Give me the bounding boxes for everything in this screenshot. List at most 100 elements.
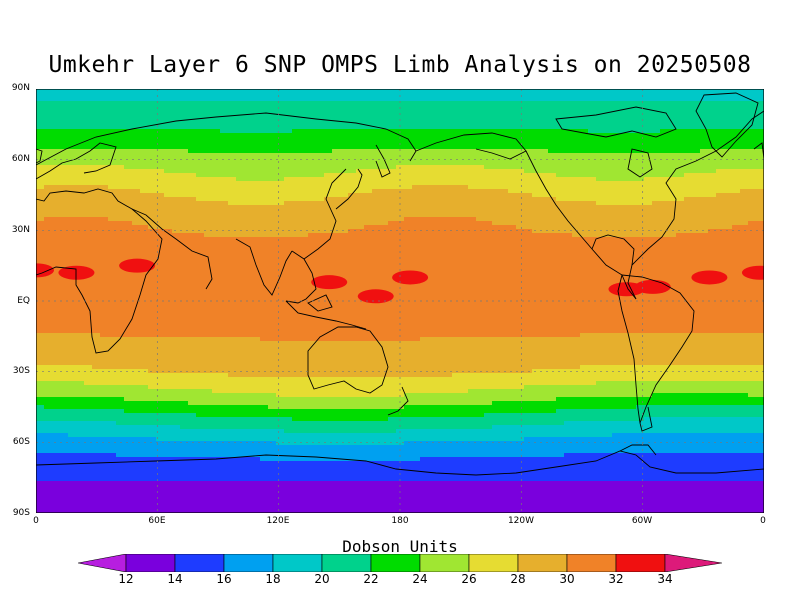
ozone-cell [476, 261, 485, 266]
ozone-cell [324, 145, 333, 150]
ozone-cell [196, 101, 205, 106]
ozone-cell [348, 145, 357, 150]
ozone-cell [124, 221, 133, 226]
ozone-cell [444, 225, 453, 230]
ozone-cell [252, 305, 261, 310]
ozone-cell [596, 157, 605, 162]
ozone-cell [500, 173, 509, 178]
ozone-cell [476, 113, 485, 118]
ozone-cell [508, 289, 517, 294]
ozone-cell [676, 289, 685, 294]
ozone-cell [100, 161, 109, 166]
ozone-cell [108, 301, 117, 306]
ozone-cell [580, 253, 589, 258]
ozone-cell [500, 181, 509, 186]
ozone-cell [460, 157, 469, 162]
ozone-cell [100, 137, 109, 142]
ozone-cell [612, 165, 621, 170]
ozone-cell [116, 285, 125, 290]
ozone-cell [500, 225, 509, 230]
ozone-cell [436, 177, 445, 182]
ozone-cell [292, 101, 301, 106]
ozone-cell [92, 145, 101, 150]
ozone-cell [164, 133, 173, 138]
ozone-cell [188, 293, 197, 298]
ozone-cell [396, 233, 405, 238]
ozone-cell [484, 209, 493, 214]
ozone-cell [300, 137, 309, 142]
ozone-cell [180, 161, 189, 166]
ozone-cell [60, 281, 69, 286]
ozone-cell [148, 125, 157, 130]
ozone-cell [476, 201, 485, 206]
ozone-cell [732, 293, 741, 298]
ozone-cell [276, 113, 285, 118]
ozone-cell [564, 129, 573, 134]
ozone-cell [236, 161, 245, 166]
ozone-cell [196, 89, 205, 94]
ozone-cell [548, 141, 557, 146]
ozone-cell [476, 101, 485, 106]
ozone-cell [652, 137, 661, 142]
ozone-cell [132, 237, 141, 242]
ozone-cell [724, 237, 733, 242]
ozone-cell [100, 225, 109, 230]
ozone-cell [564, 193, 573, 198]
ozone-cell [436, 165, 445, 170]
ozone-cell [236, 189, 245, 194]
ozone-cell [388, 221, 397, 226]
ozone-cell [76, 105, 85, 110]
ozone-cell [284, 173, 293, 178]
ozone-cell [324, 141, 333, 146]
ozone-cell [580, 137, 589, 142]
ozone-cell [332, 213, 341, 218]
ozone-cell [668, 273, 677, 278]
ozone-cell [540, 205, 549, 210]
ozone-cell [260, 297, 269, 302]
ozone-cell [204, 193, 213, 198]
ozone-cell [748, 289, 757, 294]
ozone-cell [148, 137, 157, 142]
ozone-cell [684, 193, 693, 198]
ozone-cell [316, 133, 325, 138]
ozone-cell [420, 177, 429, 182]
ozone-cell [636, 169, 645, 174]
ozone-cell [212, 125, 221, 130]
ozone-cell [140, 289, 149, 294]
ozone-cell [132, 185, 141, 190]
ozone-cell [540, 185, 549, 190]
ozone-cell [532, 129, 541, 134]
ozone-cell [644, 177, 653, 182]
ozone-cell [276, 213, 285, 218]
ozone-cell [36, 101, 45, 106]
ozone-cell [116, 281, 125, 286]
ozone-cell [468, 233, 477, 238]
ozone-cell [692, 141, 701, 146]
ozone-cell [252, 289, 261, 294]
ozone-cell [628, 269, 637, 274]
ozone-cell [748, 97, 757, 102]
ozone-cell [156, 301, 165, 306]
ozone-cell [660, 261, 669, 266]
ozone-cell [84, 233, 93, 238]
ozone-cell [124, 145, 133, 150]
ozone-cell [380, 165, 389, 170]
ozone-cell [396, 241, 405, 246]
ozone-cell [668, 261, 677, 266]
ozone-cell [420, 297, 429, 302]
ozone-cell [140, 249, 149, 254]
ozone-cell [532, 269, 541, 274]
ozone-cell [180, 273, 189, 278]
ozone-cell [436, 241, 445, 246]
ozone-cell [484, 249, 493, 254]
ozone-cell [340, 233, 349, 238]
ozone-cell [372, 97, 381, 102]
ozone-cell [420, 201, 429, 206]
ozone-cell [260, 205, 269, 210]
ozone-cell [364, 141, 373, 146]
ozone-cell [668, 253, 677, 258]
ozone-cell [84, 105, 93, 110]
ozone-cell [164, 121, 173, 126]
ozone-cell [44, 241, 53, 246]
ozone-cell [436, 185, 445, 190]
